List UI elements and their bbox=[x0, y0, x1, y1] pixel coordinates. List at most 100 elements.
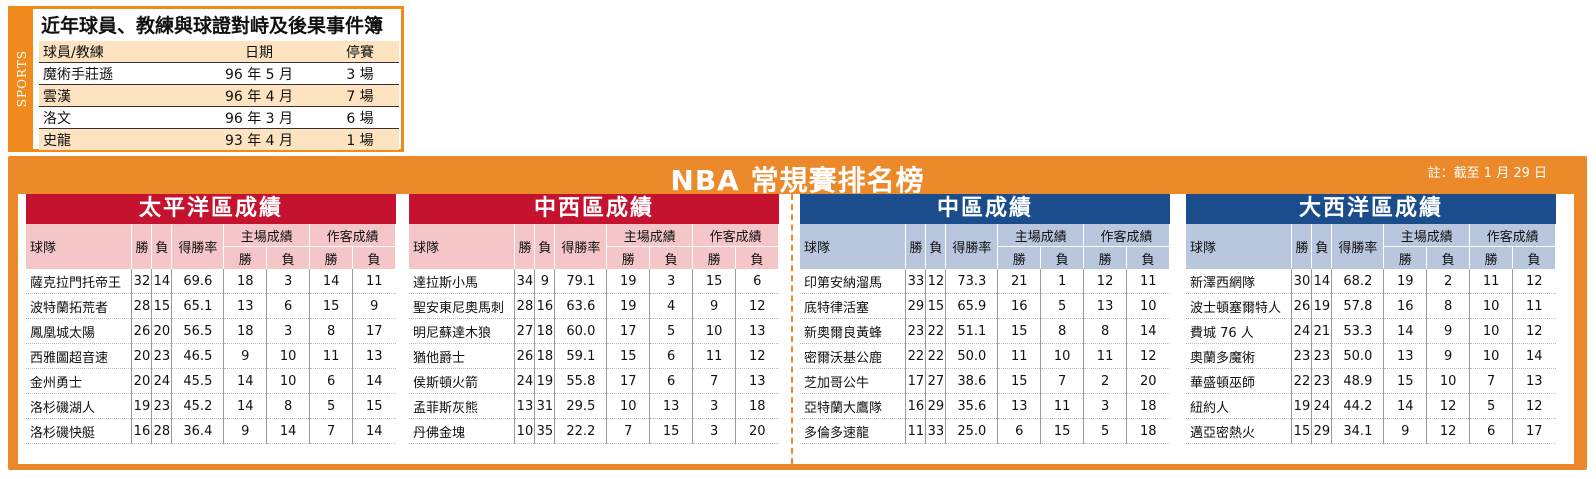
col-team: 球隊 bbox=[26, 224, 133, 269]
team-losses: 22 bbox=[925, 318, 947, 344]
team-wins: 13 bbox=[514, 393, 536, 419]
team-row: 密爾沃基公鹿 22 22 50.0 11 10 11 12 bbox=[800, 343, 1170, 369]
team-pct: 79.1 bbox=[554, 269, 608, 294]
division-title: 中區成績 bbox=[800, 194, 1170, 224]
away-wins: 3 bbox=[1083, 393, 1128, 419]
team-wins: 26 bbox=[1291, 293, 1313, 319]
team-name: 奧蘭多魔術 bbox=[1186, 343, 1293, 369]
col-losses: 負 bbox=[1311, 224, 1333, 269]
team-pct: 53.3 bbox=[1331, 318, 1385, 344]
team-row: 波特蘭拓荒者 28 15 65.1 13 6 15 9 bbox=[26, 293, 396, 319]
incident-date: 93 年 4 月 bbox=[197, 128, 321, 150]
home-losses: 3 bbox=[266, 318, 311, 344]
away-losses: 17 bbox=[352, 318, 396, 344]
away-wins: 15 bbox=[692, 269, 737, 294]
col-wins: 勝 bbox=[131, 224, 153, 269]
home-losses: 6 bbox=[649, 343, 694, 369]
home-wins: 6 bbox=[997, 418, 1042, 444]
team-wins: 16 bbox=[131, 418, 153, 444]
team-row: 聖安東尼奧馬刺 28 16 63.6 19 4 9 12 bbox=[409, 293, 779, 319]
team-pct: 25.0 bbox=[945, 418, 999, 444]
team-row: 新澤西網隊 30 14 68.2 19 2 11 12 bbox=[1186, 269, 1556, 294]
team-wins: 28 bbox=[514, 293, 536, 319]
away-wins: 8 bbox=[309, 318, 354, 344]
team-pct: 36.4 bbox=[171, 418, 225, 444]
away-losses: 12 bbox=[1512, 318, 1556, 344]
col-away: 作客成績 bbox=[1469, 224, 1556, 247]
team-pct: 22.2 bbox=[554, 418, 608, 444]
team-wins: 22 bbox=[905, 343, 927, 369]
col-wins: 勝 bbox=[905, 224, 927, 269]
standings-table: 球隊勝負得勝率 主場成績 作客成績勝負勝負印第安納溜馬 33 12 73.3 21 1 12 11… bbox=[800, 224, 1170, 444]
team-row: 金州勇士 20 24 45.5 14 10 6 14 bbox=[26, 368, 396, 394]
home-wins: 21 bbox=[997, 269, 1042, 294]
team-row: 芝加哥公牛 17 27 38.6 15 7 2 20 bbox=[800, 368, 1170, 394]
team-row: 明尼蘇達木狼 27 18 60.0 17 5 10 13 bbox=[409, 318, 779, 344]
team-row: 底特律活塞 29 15 65.9 16 5 13 10 bbox=[800, 293, 1170, 319]
team-losses: 23 bbox=[1311, 368, 1333, 394]
col-team: 球隊 bbox=[1186, 224, 1293, 269]
away-losses: 17 bbox=[1512, 418, 1556, 444]
team-name: 洛杉磯湖人 bbox=[26, 393, 133, 419]
home-wins: 16 bbox=[997, 293, 1042, 319]
team-wins: 24 bbox=[1291, 318, 1313, 344]
team-pct: 34.1 bbox=[1331, 418, 1385, 444]
team-row: 達拉斯小馬 34 9 79.1 19 3 15 6 bbox=[409, 269, 779, 294]
team-wins: 29 bbox=[905, 293, 927, 319]
team-wins: 23 bbox=[905, 318, 927, 344]
team-pct: 63.6 bbox=[554, 293, 608, 319]
team-losses: 23 bbox=[1311, 343, 1333, 369]
team-wins: 33 bbox=[905, 269, 927, 294]
team-name: 費城 76 人 bbox=[1186, 318, 1293, 344]
home-losses: 5 bbox=[1040, 293, 1085, 319]
team-name: 密爾沃基公鹿 bbox=[800, 343, 907, 369]
team-name: 紐約人 bbox=[1186, 393, 1293, 419]
incident-title: 近年球員、教練與球證對峙及後果事件簿 bbox=[41, 15, 384, 37]
col-losses: 負 bbox=[151, 224, 173, 269]
team-wins: 19 bbox=[1291, 393, 1313, 419]
away-losses: 13 bbox=[352, 343, 396, 369]
home-wins: 14 bbox=[1383, 318, 1428, 344]
sports-label: SPORTS bbox=[15, 50, 29, 108]
team-pct: 50.0 bbox=[1331, 343, 1385, 369]
team-pct: 60.0 bbox=[554, 318, 608, 344]
col-away-w: 勝 bbox=[692, 246, 737, 269]
team-pct: 69.6 bbox=[171, 269, 225, 294]
team-wins: 32 bbox=[131, 269, 153, 294]
team-losses: 19 bbox=[1311, 293, 1333, 319]
away-losses: 9 bbox=[352, 293, 396, 319]
team-wins: 10 bbox=[514, 418, 536, 444]
away-losses: 11 bbox=[352, 269, 396, 294]
team-pct: 56.5 bbox=[171, 318, 225, 344]
team-row: 孟菲斯灰熊 13 31 29.5 10 13 3 18 bbox=[409, 393, 779, 419]
team-name: 西雅圖超音速 bbox=[26, 343, 133, 369]
team-wins: 23 bbox=[1291, 343, 1313, 369]
home-losses: 8 bbox=[1426, 293, 1471, 319]
team-wins: 27 bbox=[514, 318, 536, 344]
away-losses: 18 bbox=[1126, 418, 1170, 444]
col-home-l: 負 bbox=[1040, 246, 1085, 269]
incident-suspension: 3 場 bbox=[321, 62, 399, 85]
col-home-l: 負 bbox=[1426, 246, 1471, 269]
team-losses: 16 bbox=[534, 293, 556, 319]
team-losses: 15 bbox=[925, 293, 947, 319]
home-wins: 7 bbox=[606, 418, 651, 444]
team-pct: 59.1 bbox=[554, 343, 608, 369]
division-pacific: 太平洋區成績 球隊勝負得勝率 主場成績 作客成績勝負勝負薩克拉門托帝王 32 14 69.6… bbox=[26, 194, 396, 444]
team-wins: 22 bbox=[1291, 368, 1313, 394]
incident-suspension: 6 場 bbox=[321, 106, 399, 129]
incident-header-row: 球員/教練 日期 停賽 bbox=[39, 41, 399, 63]
col-home-w: 勝 bbox=[223, 246, 268, 269]
home-wins: 15 bbox=[997, 368, 1042, 394]
home-losses: 3 bbox=[649, 269, 694, 294]
team-name: 金州勇士 bbox=[26, 368, 133, 394]
division-title: 中西區成績 bbox=[409, 194, 779, 224]
incident-table: 球員/教練 日期 停賽 魔術手莊遜 96 年 5 月 3 場 雲漢 96 年 4… bbox=[39, 41, 399, 150]
incident-player: 史龍 bbox=[39, 128, 197, 150]
away-wins: 15 bbox=[309, 293, 354, 319]
team-wins: 19 bbox=[131, 393, 153, 419]
header-suspension: 停賽 bbox=[321, 41, 399, 63]
col-home-w: 勝 bbox=[606, 246, 651, 269]
team-row: 邁亞密熱火 15 29 34.1 9 12 6 17 bbox=[1186, 418, 1556, 444]
home-losses: 2 bbox=[1426, 269, 1471, 294]
